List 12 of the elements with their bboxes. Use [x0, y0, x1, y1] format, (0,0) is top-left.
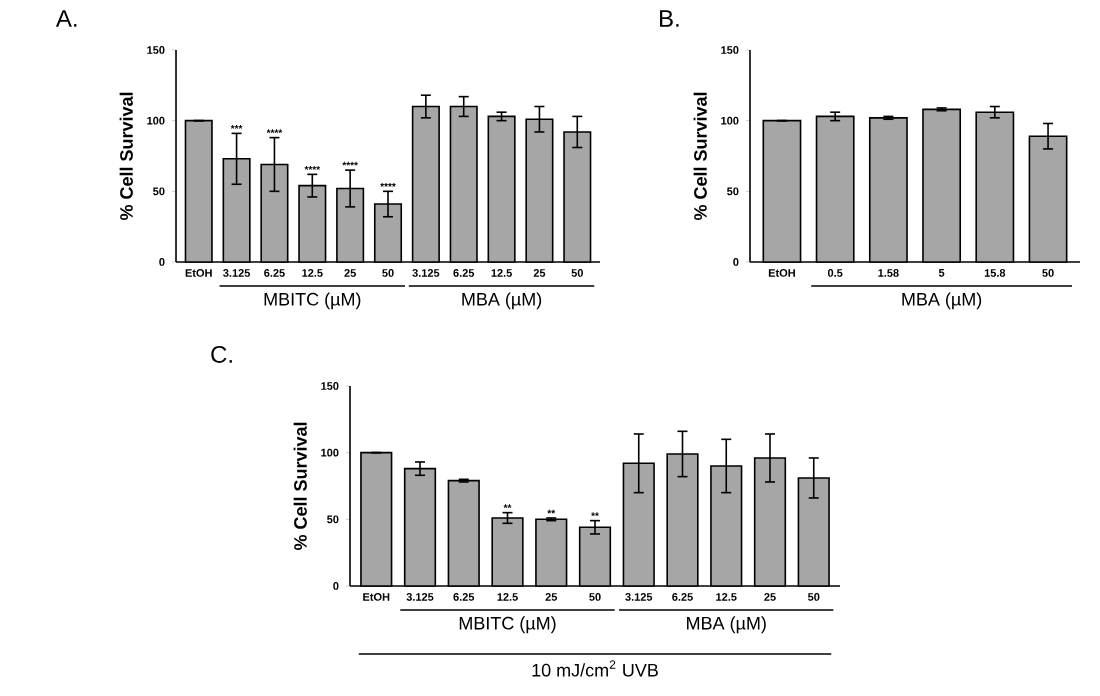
text: MBITC (µM)	[264, 292, 361, 310]
chart-title: C.	[211, 345, 232, 363]
x-axis-title: 10 mJ/cm$^{2}$ UVB	[532, 660, 658, 677]
chart-title: A.	[55, 10, 77, 27]
chart-title: B.	[660, 10, 679, 27]
y-axis-title: % Cell Survival	[119, 92, 133, 221]
text: MBA (µM)	[462, 292, 542, 310]
text: MBA (µM)	[902, 292, 982, 310]
y-axis-title: % Cell Survival	[693, 92, 707, 221]
text: MBITC (µM)	[459, 616, 556, 634]
text: MBA (µM)	[687, 616, 766, 634]
y-axis-title: % Cell Survival	[293, 422, 307, 551]
